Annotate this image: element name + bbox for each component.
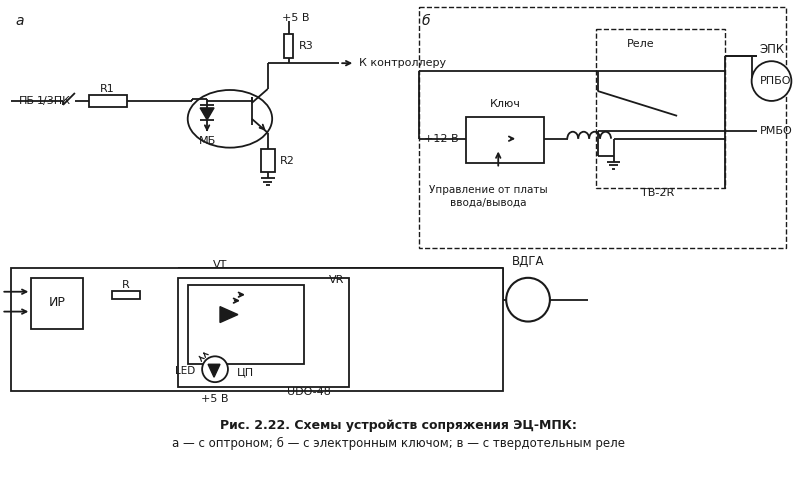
Text: К контроллеру: К контроллеру bbox=[359, 58, 446, 68]
Text: R3: R3 bbox=[298, 41, 314, 51]
Text: б: б bbox=[422, 14, 430, 28]
Text: ТВ-2R: ТВ-2R bbox=[641, 188, 674, 198]
Text: МБ: МБ bbox=[198, 136, 216, 146]
Text: Ключ: Ключ bbox=[490, 99, 521, 109]
Bar bbox=[178, 278, 349, 387]
Text: Рис. 2.22. Схемы устройств сопряжения ЭЦ-МПК:: Рис. 2.22. Схемы устройств сопряжения ЭЦ… bbox=[221, 419, 578, 432]
Text: 1/3ПК: 1/3ПК bbox=[37, 96, 71, 106]
Text: ИР: ИР bbox=[49, 296, 66, 309]
Text: Реле: Реле bbox=[626, 39, 654, 49]
Text: РМБО: РМБО bbox=[759, 126, 792, 136]
Bar bbox=[596, 29, 725, 188]
Text: R: R bbox=[122, 280, 130, 290]
Circle shape bbox=[506, 278, 550, 322]
Text: +5 В: +5 В bbox=[202, 394, 229, 404]
Text: ПБ: ПБ bbox=[19, 96, 35, 106]
Bar bbox=[89, 95, 126, 107]
Circle shape bbox=[202, 356, 228, 382]
Text: R1: R1 bbox=[100, 84, 115, 94]
Text: ВДГА: ВДГА bbox=[512, 255, 544, 268]
Polygon shape bbox=[220, 307, 238, 323]
Text: в: в bbox=[11, 265, 19, 279]
Bar bbox=[418, 6, 786, 248]
Text: VT: VT bbox=[213, 260, 227, 270]
Text: LED: LED bbox=[175, 366, 195, 376]
Bar bbox=[284, 34, 293, 58]
Bar bbox=[112, 291, 139, 299]
Text: ЦП: ЦП bbox=[238, 367, 254, 377]
Bar bbox=[261, 149, 274, 172]
Bar bbox=[31, 278, 83, 330]
Text: +5 В: +5 В bbox=[282, 13, 309, 23]
Polygon shape bbox=[208, 364, 220, 377]
Bar bbox=[188, 285, 305, 364]
Text: а — с оптроном; б — с электронным ключом; в — с твердотельным реле: а — с оптроном; б — с электронным ключом… bbox=[172, 437, 626, 450]
Text: а: а bbox=[15, 14, 24, 28]
Text: VR: VR bbox=[330, 275, 345, 285]
Bar bbox=[11, 268, 503, 391]
Polygon shape bbox=[200, 108, 214, 120]
Text: UDO-48: UDO-48 bbox=[287, 387, 331, 397]
Text: Управление от платы: Управление от платы bbox=[429, 185, 548, 195]
Text: +12 В: +12 В bbox=[424, 134, 458, 144]
Circle shape bbox=[752, 61, 791, 101]
Text: R2: R2 bbox=[280, 156, 294, 166]
Text: ЭПК: ЭПК bbox=[759, 43, 784, 56]
Text: РПБО: РПБО bbox=[759, 76, 791, 86]
Text: ввода/вывода: ввода/вывода bbox=[450, 197, 526, 207]
Ellipse shape bbox=[188, 90, 272, 148]
Bar bbox=[466, 117, 544, 163]
